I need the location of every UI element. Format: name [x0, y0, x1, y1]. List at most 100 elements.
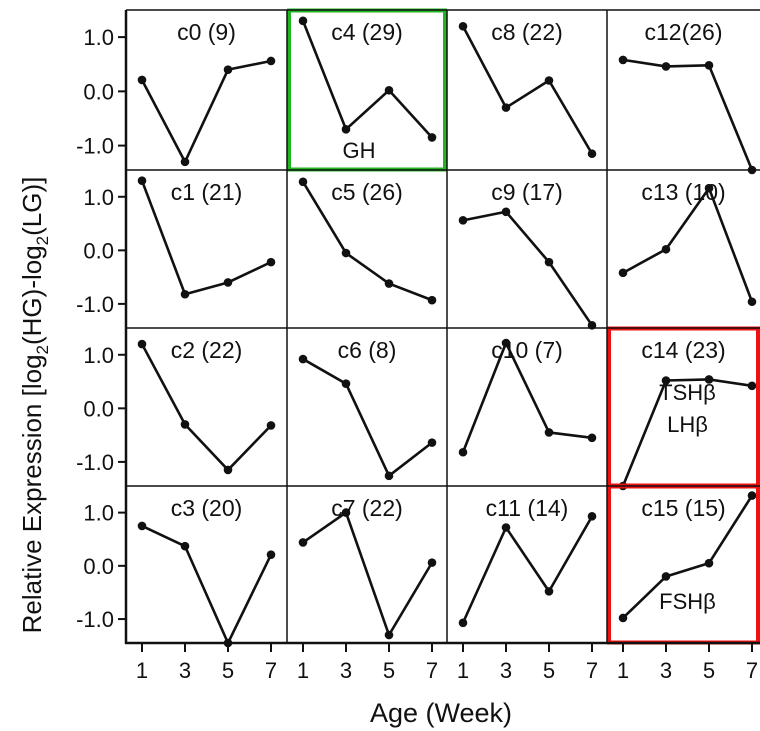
y-axis-label: Relative Expression [log2(HG)-log2(LG)] — [17, 177, 52, 634]
panel-label: c9 (17) — [491, 179, 563, 205]
data-point — [180, 541, 190, 551]
x-tick-label: 5 — [222, 658, 234, 683]
x-tick-label: 7 — [586, 658, 598, 683]
panel-label: c8 (22) — [491, 19, 563, 45]
data-point — [266, 257, 276, 267]
data-point — [266, 421, 276, 430]
data-point — [427, 133, 437, 142]
data-point — [384, 279, 394, 288]
data-point — [384, 85, 394, 95]
y-tick-label: 1.0 — [83, 343, 114, 368]
x-tick-label: 1 — [617, 658, 629, 683]
x-tick-label: 5 — [703, 658, 715, 683]
data-point — [747, 491, 757, 500]
y-tick-label: -1.0 — [76, 607, 114, 632]
panel-c5: c5 (26) — [298, 177, 437, 305]
panel-c4: c4 (29) GH — [287, 8, 447, 172]
panel-label: c6 (8) — [338, 337, 397, 363]
panel-c7: c7 (22) — [298, 495, 437, 640]
y-axis-label-part: (HG)-log — [17, 245, 47, 345]
data-point — [618, 613, 628, 623]
y-tick-label: 1.0 — [83, 501, 114, 526]
data-point — [137, 339, 147, 349]
y-axis-label-subscript: 2 — [33, 345, 52, 354]
x-tick-label: 1 — [457, 658, 469, 683]
panel-label: c11 (14) — [486, 495, 569, 521]
data-point — [341, 508, 351, 517]
x-tick-label: 1 — [297, 658, 309, 683]
series-line — [302, 357, 433, 478]
panel-c2: c2 (22) — [137, 337, 276, 475]
data-point — [223, 65, 233, 74]
series-line — [461, 25, 594, 155]
data-point — [544, 257, 554, 267]
panel-label: c5 (26) — [331, 179, 403, 205]
data-point — [180, 157, 190, 167]
data-point — [661, 572, 671, 581]
panel-label: c1 (21) — [171, 179, 243, 205]
y-tick-label: 0.0 — [83, 554, 114, 579]
data-point — [501, 103, 511, 112]
series-line — [621, 378, 753, 487]
data-point — [427, 438, 437, 447]
panel-c6: c6 (8) — [298, 337, 437, 481]
x-tick-label: 5 — [543, 658, 555, 683]
panel-label: c2 (22) — [171, 337, 243, 363]
data-point — [618, 55, 628, 65]
panel-c3: c3 (20) — [137, 495, 276, 648]
data-point — [747, 381, 757, 391]
panel-c11: c11 (14) — [458, 495, 597, 628]
annotation-label: GH — [343, 138, 376, 163]
data-point — [544, 428, 554, 437]
data-point — [587, 433, 597, 443]
panel-c12: c12(26) — [618, 19, 757, 175]
series-line — [141, 524, 273, 645]
data-point — [137, 521, 147, 531]
series-line — [140, 59, 272, 164]
panel-label: c13 (10) — [641, 179, 725, 205]
series-line — [622, 58, 754, 171]
x-tick-label: 5 — [383, 658, 395, 683]
y-tick-label: 0.0 — [83, 79, 114, 104]
data-point — [544, 587, 554, 596]
annotation-label: LHβ — [667, 412, 708, 437]
data-point — [137, 176, 147, 186]
data-point — [458, 618, 468, 628]
y-axis-label-part: (LG)] — [17, 177, 47, 236]
series-line — [140, 343, 272, 472]
panel-label: c15 (15) — [641, 495, 725, 521]
data-point — [180, 289, 190, 299]
panel-c9: c9 (17) — [458, 179, 597, 330]
data-point — [587, 149, 597, 159]
data-point — [180, 420, 190, 429]
panel-c0: c0 (9) — [137, 19, 276, 167]
x-tick-label: 1 — [136, 658, 148, 683]
series-line — [461, 515, 594, 624]
x-axis-label: Age (Week) — [370, 698, 512, 728]
axes-layer: 1.0 0.0 -1.0 1.0 0.0 -1.0 1.0 0.0 -1.0 1.0 0.0 -1.0… — [76, 9, 760, 683]
y-tick-label: -1.0 — [76, 134, 114, 159]
series-line — [462, 210, 594, 327]
y-tick-label: -1.0 — [76, 292, 114, 317]
panel-c10: c10 (7) — [458, 337, 597, 457]
data-point — [266, 56, 276, 66]
series-line — [140, 180, 272, 296]
data-point — [704, 61, 714, 70]
data-point — [544, 76, 554, 85]
panels-layer: c0 (9) c4 (29) GH c8 (22) c12(26) c1 (21) c5 (… — [137, 8, 760, 648]
series-line — [301, 181, 433, 302]
data-point — [661, 376, 671, 385]
panel-label: c12(26) — [645, 19, 723, 45]
data-point — [298, 177, 308, 187]
data-point — [427, 295, 437, 305]
data-point — [704, 558, 714, 568]
series-line — [622, 186, 754, 303]
x-tick-label: 7 — [746, 658, 758, 683]
data-point — [298, 538, 308, 547]
data-point — [341, 248, 351, 258]
data-point — [587, 512, 597, 521]
series-line — [301, 20, 433, 139]
panel-label: c10 (7) — [491, 337, 563, 363]
series-line — [302, 511, 434, 637]
